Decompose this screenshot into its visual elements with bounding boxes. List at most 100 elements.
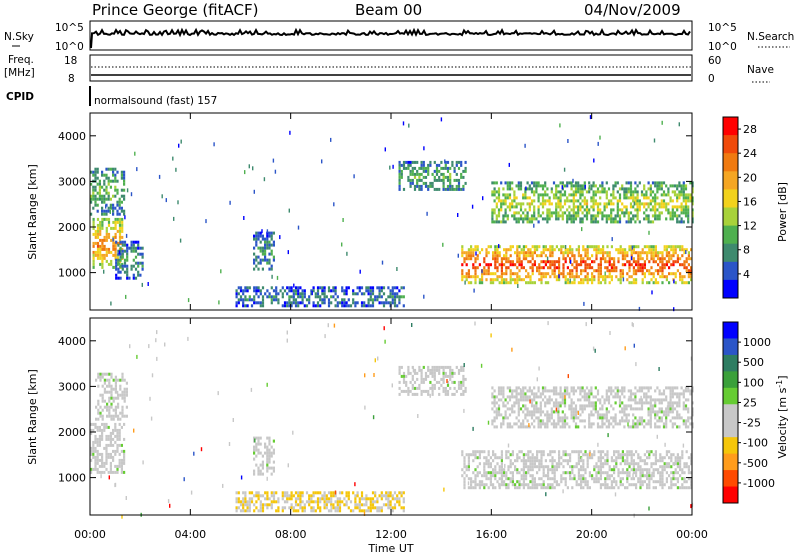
velocity-cell-3 (272, 500, 276, 504)
power-cell-3 (272, 240, 275, 244)
velocity-cell-5 (553, 465, 556, 469)
velocity-cell-5 (626, 477, 629, 481)
power-cell-7 (585, 205, 589, 209)
velocity-cell-3 (270, 494, 273, 498)
velocity-cell-5 (522, 465, 525, 469)
power-colorbar-swatch (723, 279, 738, 299)
power-cell-7 (550, 190, 553, 194)
power-cell-6 (650, 254, 653, 258)
power-cell-7 (616, 181, 619, 185)
power-cell-1 (114, 223, 117, 227)
power-cell-1 (103, 238, 106, 242)
velocity-cell-5 (489, 465, 492, 469)
velocity-cell-6 (665, 395, 668, 399)
velocity-cell-5 (531, 468, 534, 472)
velocity-cell-5 (672, 483, 675, 487)
velocity-cell-6 (671, 389, 674, 393)
velocity-cell-1 (108, 390, 111, 394)
power-cell-3 (266, 261, 269, 265)
velocity-cell-3 (259, 506, 262, 510)
velocity-cell-5 (595, 480, 598, 484)
velocity-cell-6 (612, 389, 615, 393)
power-cell-6 (641, 272, 644, 276)
power-cell-3 (261, 249, 264, 253)
velocity-cell-6 (502, 395, 505, 399)
power-cell-6 (571, 269, 574, 273)
velocity-cell-6 (515, 401, 518, 405)
power-speckle (293, 283, 295, 288)
velocity-cell-6 (524, 395, 527, 399)
velocity-cell-3 (323, 491, 326, 495)
power-cell-7 (634, 202, 637, 206)
velocity-cell-3 (369, 503, 372, 507)
velocity-cell-4 (451, 371, 454, 375)
power-cell-6 (643, 272, 646, 276)
power-cell-6 (641, 266, 644, 270)
power-cell-6 (597, 275, 600, 279)
power-cell-2 (123, 249, 127, 253)
power-cell-7 (513, 190, 516, 194)
velocity-cell-5 (602, 483, 605, 487)
power-cell-0 (101, 209, 104, 213)
velocity-cell-3 (385, 497, 388, 501)
velocity-cell-3 (294, 503, 298, 507)
velocity-cell-6 (588, 425, 591, 429)
power-cell-3 (266, 237, 269, 241)
velocity-cell-6 (603, 401, 606, 405)
velocity-cell-2 (257, 436, 260, 440)
velocity-cell-6 (526, 413, 529, 417)
power-cell-7 (513, 205, 516, 209)
velocity-cell-5 (492, 471, 495, 475)
power-cell-7 (541, 193, 545, 197)
power-cell-7 (495, 190, 498, 194)
velocity-cell-5 (511, 453, 514, 457)
power-cell-2 (141, 264, 144, 268)
power-cell-3 (257, 231, 260, 235)
power-cell-6 (492, 257, 495, 261)
power-cell-6 (643, 245, 646, 249)
velocity-cell-6 (588, 413, 591, 417)
velocity-cell-6 (625, 407, 628, 411)
power-cell-0 (123, 173, 126, 177)
velocity-cell-6 (632, 413, 635, 417)
velocity-cell-5 (632, 477, 635, 481)
velocity-cell-5 (500, 450, 503, 454)
power-cell-4 (305, 298, 309, 302)
freq-tick-bottom: 8 (68, 73, 75, 85)
power-cell-7 (634, 187, 637, 191)
velocity-cell-3 (268, 503, 271, 507)
power-cell-6 (489, 281, 492, 285)
velocity-cell-4 (422, 380, 425, 384)
velocity-cell-4 (413, 386, 417, 390)
power-cell-1 (118, 220, 122, 224)
velocity-cell-5 (665, 453, 668, 457)
velocity-cell-5 (628, 483, 631, 487)
velocity-cell-5 (683, 465, 686, 469)
velocity-speckle (673, 461, 675, 466)
power-cell-1 (99, 256, 102, 260)
power-cell-7 (605, 196, 608, 200)
power-cell-6 (551, 251, 554, 255)
power-cell-6 (663, 245, 666, 249)
power-cell-6 (687, 257, 690, 261)
velocity-cell-3 (316, 497, 320, 501)
power-cell-5 (424, 166, 428, 170)
power-cell-7 (605, 190, 608, 194)
power-cell-6 (690, 275, 693, 279)
power-cell-7 (524, 190, 527, 194)
power-cell-6 (595, 257, 598, 261)
power-speckle (112, 237, 114, 242)
velocity-cell-6 (500, 413, 503, 417)
power-cell-6 (665, 251, 668, 255)
velocity-cell-6 (511, 404, 514, 408)
power-cell-7 (645, 196, 648, 200)
power-cell-1 (101, 238, 104, 242)
power-cell-6 (604, 266, 607, 270)
power-cell-7 (632, 193, 635, 197)
velocity-cell-6 (676, 392, 679, 396)
power-cell-6 (602, 254, 605, 258)
power-cell-6 (540, 281, 543, 285)
power-cell-6 (511, 278, 514, 282)
power-cell-7 (643, 196, 646, 200)
velocity-cell-4 (400, 374, 403, 378)
